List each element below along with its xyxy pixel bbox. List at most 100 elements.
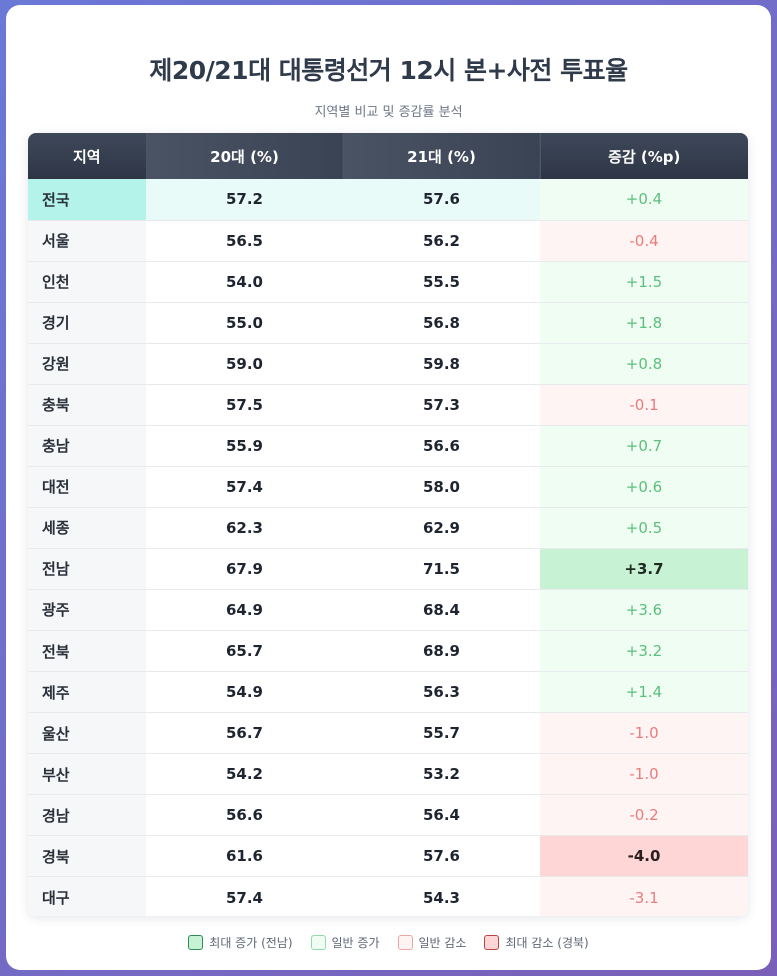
turnout-21st-cell: 68.9 [343,630,540,673]
header-21st: 21대 (%) [343,133,541,179]
change-cell: -1.0 [540,712,748,755]
region-cell: 세종 [28,507,146,549]
table-row: 전국 57.2 57.6 +0.4 [28,179,748,221]
change-cell: -0.1 [540,384,748,426]
table-row: 인천 54.0 55.5 +1.5 [28,261,748,303]
region-cell: 강원 [28,343,146,385]
turnout-21st-cell: 62.9 [343,507,540,549]
turnout-20th-cell: 62.3 [146,507,343,549]
table-row: 전남 67.9 71.5 +3.7 [28,548,748,590]
table-row: 경남 56.6 56.4 -0.2 [28,794,748,837]
turnout-21st-cell: 56.4 [343,794,540,837]
turnout-21st-cell: 58.0 [343,466,540,508]
turnout-21st-cell: 57.3 [343,384,540,426]
region-cell: 경북 [28,835,146,878]
turnout-20th-cell: 67.9 [146,548,343,590]
change-cell: +3.6 [540,589,748,632]
turnout-21st-cell: 56.3 [343,671,540,714]
change-cell: -0.2 [540,794,748,837]
turnout-21st-cell: 71.5 [343,548,540,590]
change-cell: +0.6 [540,466,748,508]
legend-label: 일반 감소 [418,936,467,950]
turnout-21st-cell: 56.8 [343,302,540,344]
turnout-20th-cell: 64.9 [146,589,343,632]
turnout-20th-cell: 55.0 [146,302,343,344]
turnout-21st-cell: 54.3 [343,876,540,916]
change-cell: +3.2 [540,630,748,673]
region-cell: 충남 [28,425,146,467]
legend-label: 최대 증가 (전남) [209,936,293,950]
legend-item-decrease: 일반 감소 [397,934,467,951]
change-cell: -0.4 [540,220,748,262]
page-subtitle: 지역별 비교 및 증감률 분석 [314,105,463,120]
table-row: 서울 56.5 56.2 -0.4 [28,220,748,262]
legend-label: 최대 감소 (경북) [505,936,589,950]
turnout-20th-cell: 57.5 [146,384,343,426]
header-change: 증감 (%p) [540,133,748,179]
turnout-21st-cell: 57.6 [343,835,540,878]
header-region: 지역 [28,133,147,179]
turnout-20th-cell: 59.0 [146,343,343,385]
table-row: 제주 54.9 56.3 +1.4 [28,671,748,714]
region-cell: 대전 [28,466,146,508]
change-cell: +1.5 [540,261,748,303]
legend-swatch-max-increase [188,935,204,950]
turnout-20th-cell: 61.6 [146,835,343,878]
change-cell: +0.5 [540,507,748,549]
page-title: 제20/21대 대통령선거 12시 본+사전 투표율 [149,56,628,85]
legend-item-max-increase: 최대 증가 (전남) [188,934,293,951]
turnout-21st-cell: 53.2 [343,753,540,796]
region-cell: 울산 [28,712,146,755]
legend-item-max-decrease: 최대 감소 (경북) [484,934,589,951]
region-cell: 대구 [28,876,146,916]
turnout-20th-cell: 57.2 [146,179,343,221]
turnout-table-container: 지역 20대 (%) 21대 (%) 증감 (%p) 전국 57.2 57.6 … [28,133,748,916]
legend-swatch-decrease [397,935,413,950]
region-cell: 광주 [28,589,146,632]
region-cell: 경남 [28,794,146,837]
turnout-21st-cell: 56.2 [343,220,540,262]
table-header-row: 지역 20대 (%) 21대 (%) 증감 (%p) [28,133,748,179]
turnout-20th-cell: 57.4 [146,466,343,508]
region-cell: 전북 [28,630,146,673]
region-cell: 전국 [28,179,146,221]
table-row: 울산 56.7 55.7 -1.0 [28,712,748,755]
table-row: 충남 55.9 56.6 +0.7 [28,425,748,467]
legend: 최대 증가 (전남) 일반 증가 일반 감소 최대 감소 (경북) [6,934,771,951]
region-cell: 제주 [28,671,146,714]
legend-label: 일반 증가 [331,936,380,950]
table-row: 세종 62.3 62.9 +0.5 [28,507,748,549]
change-cell: -3.1 [540,876,748,916]
turnout-20th-cell: 65.7 [146,630,343,673]
main-card: 제20/21대 대통령선거 12시 본+사전 투표율 지역별 비교 및 증감률 … [6,5,771,970]
turnout-20th-cell: 54.2 [146,753,343,796]
table-row: 부산 54.2 53.2 -1.0 [28,753,748,796]
change-cell: +0.7 [540,425,748,467]
turnout-21st-cell: 56.6 [343,425,540,467]
table-row: 전북 65.7 68.9 +3.2 [28,630,748,673]
turnout-21st-cell: 68.4 [343,589,540,632]
legend-item-increase: 일반 증가 [310,934,380,951]
region-cell: 서울 [28,220,146,262]
turnout-table: 지역 20대 (%) 21대 (%) 증감 (%p) 전국 57.2 57.6 … [28,133,748,916]
legend-swatch-max-decrease [484,935,500,950]
turnout-20th-cell: 56.6 [146,794,343,837]
table-row: 대전 57.4 58.0 +0.6 [28,466,748,508]
change-cell-max-decrease: -4.0 [540,835,748,878]
turnout-21st-cell: 57.6 [343,179,540,221]
change-cell: +0.4 [540,179,748,221]
change-cell: -1.0 [540,753,748,796]
change-cell-max-increase: +3.7 [540,548,748,590]
region-cell: 부산 [28,753,146,796]
table-row: 광주 64.9 68.4 +3.6 [28,589,748,632]
turnout-21st-cell: 55.7 [343,712,540,755]
turnout-20th-cell: 56.5 [146,220,343,262]
turnout-20th-cell: 56.7 [146,712,343,755]
legend-swatch-increase [310,935,326,950]
table-row: 경북 61.6 57.6 -4.0 [28,835,748,878]
turnout-20th-cell: 54.9 [146,671,343,714]
turnout-20th-cell: 54.0 [146,261,343,303]
table-row: 대구 57.4 54.3 -3.1 [28,876,748,916]
header-20th: 20대 (%) [146,133,344,179]
region-cell: 전남 [28,548,146,590]
